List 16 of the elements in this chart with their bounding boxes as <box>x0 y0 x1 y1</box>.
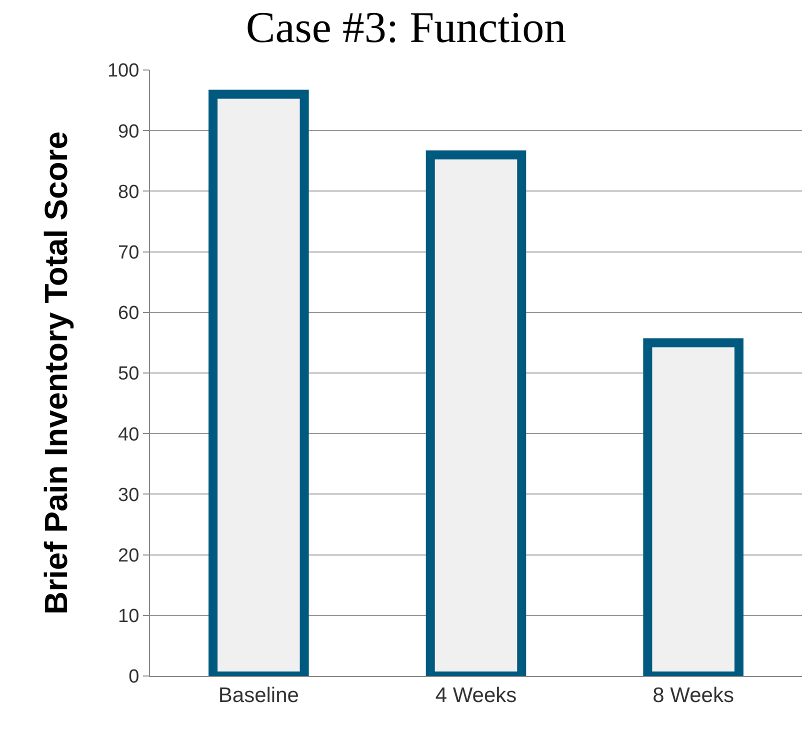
y-tick-label: 40 <box>118 424 140 446</box>
y-axis-title: Brief Pain Inventory Total Score <box>38 131 74 615</box>
y-tick-label: 70 <box>118 242 140 264</box>
y-tick-label: 10 <box>118 606 140 628</box>
y-tick-label: 20 <box>118 545 140 566</box>
chart-title: Case #3: Function <box>246 2 566 52</box>
y-tick-label: 80 <box>118 182 140 203</box>
y-tick-label: 50 <box>118 364 140 385</box>
x-tick-label: 4 Weeks <box>435 684 517 708</box>
y-tick-label: 100 <box>107 60 140 82</box>
y-tick-label: 0 <box>128 666 140 688</box>
x-tick-label: 8 Weeks <box>652 684 734 708</box>
x-tick-label: Baseline <box>218 684 299 708</box>
y-tick-label: 30 <box>118 484 140 506</box>
y-tick-label: 90 <box>118 121 140 142</box>
y-tick-label: 60 <box>118 303 140 324</box>
